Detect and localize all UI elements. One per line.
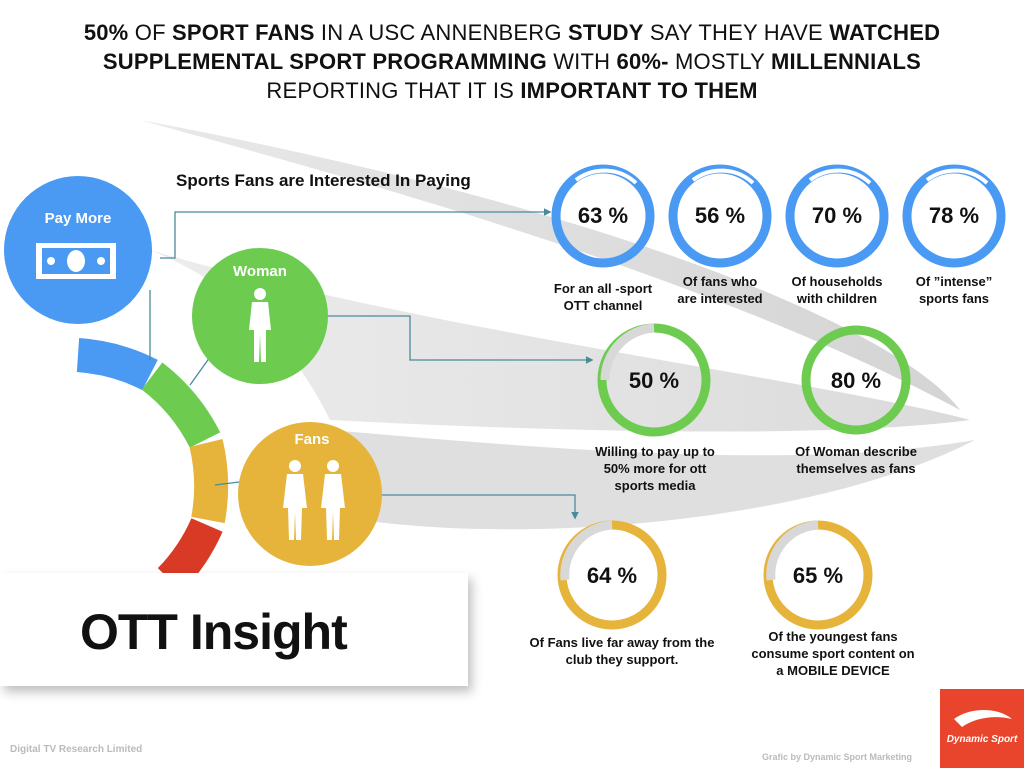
swoosh-logo-icon	[954, 710, 1012, 727]
ring-63	[551, 164, 655, 268]
stat-value-65: 65 %	[792, 563, 844, 588]
dynamic-sport-logo	[940, 689, 1024, 768]
caption-50: Willing to pay up to 50% more for ott spor…	[595, 444, 715, 493]
caption-63: For an all -sport OTT channel	[553, 281, 653, 313]
ring-65	[763, 520, 873, 630]
logo-text: Dynamic Sport	[946, 734, 1018, 745]
stat-value-78: 78 %	[928, 203, 980, 228]
stat-value-56: 56 %	[694, 203, 746, 228]
caption-64: Of Fans live far away from the club they …	[529, 635, 715, 667]
stat-value-70: 70 %	[811, 203, 863, 228]
ring-64	[557, 520, 667, 630]
fans-circle	[238, 422, 382, 566]
ring-78	[902, 164, 1006, 268]
connector-woman	[320, 315, 594, 364]
money-icon	[36, 243, 116, 279]
stat-value-50: 50 %	[628, 368, 680, 393]
page-title: OTT Insight	[80, 604, 348, 660]
swoosh-mid	[150, 250, 970, 432]
fans-label: Fans	[294, 431, 330, 448]
woman-label: Woman	[233, 263, 287, 280]
connector-fans	[355, 494, 579, 520]
footer-credit: Grafic by Dynamic Sport Marketing	[762, 752, 913, 762]
connector-pay-more	[160, 208, 552, 259]
ring-56	[668, 164, 772, 268]
woman-circle	[192, 248, 328, 384]
caption-56: Of fans who are interested	[677, 274, 763, 306]
ring-50	[597, 323, 711, 437]
ring-70	[785, 164, 889, 268]
ring-80	[801, 325, 911, 435]
ring-segment-yellow	[189, 439, 229, 524]
caption-70: Of households with children	[791, 274, 883, 306]
fans-icon	[283, 460, 345, 540]
title-box	[0, 573, 468, 686]
pay-more-label: Pay More	[44, 210, 112, 227]
swoosh-bottom	[330, 430, 975, 530]
stat-value-64: 64 %	[586, 563, 638, 588]
caption-80: Of Woman describe themselves as fans	[795, 444, 917, 476]
woman-icon	[249, 288, 271, 362]
pay-more-circle	[4, 176, 152, 324]
section-title: Sports Fans are Interested In Paying	[176, 171, 471, 190]
ring-segment-green	[141, 362, 221, 448]
caption-65: Of the youngest fans consume sport conten…	[751, 629, 915, 678]
ring-segment-blue	[76, 338, 158, 391]
footer-source: Digital TV Research Limited	[10, 744, 143, 755]
stat-value-80: 80 %	[830, 368, 882, 393]
caption-78: Of ”intense” sports fans	[915, 274, 993, 306]
stat-value-63: 63 %	[577, 203, 629, 228]
headline: 50% OF SPORT FANS IN A USC ANNENBERG STU…	[83, 20, 941, 103]
